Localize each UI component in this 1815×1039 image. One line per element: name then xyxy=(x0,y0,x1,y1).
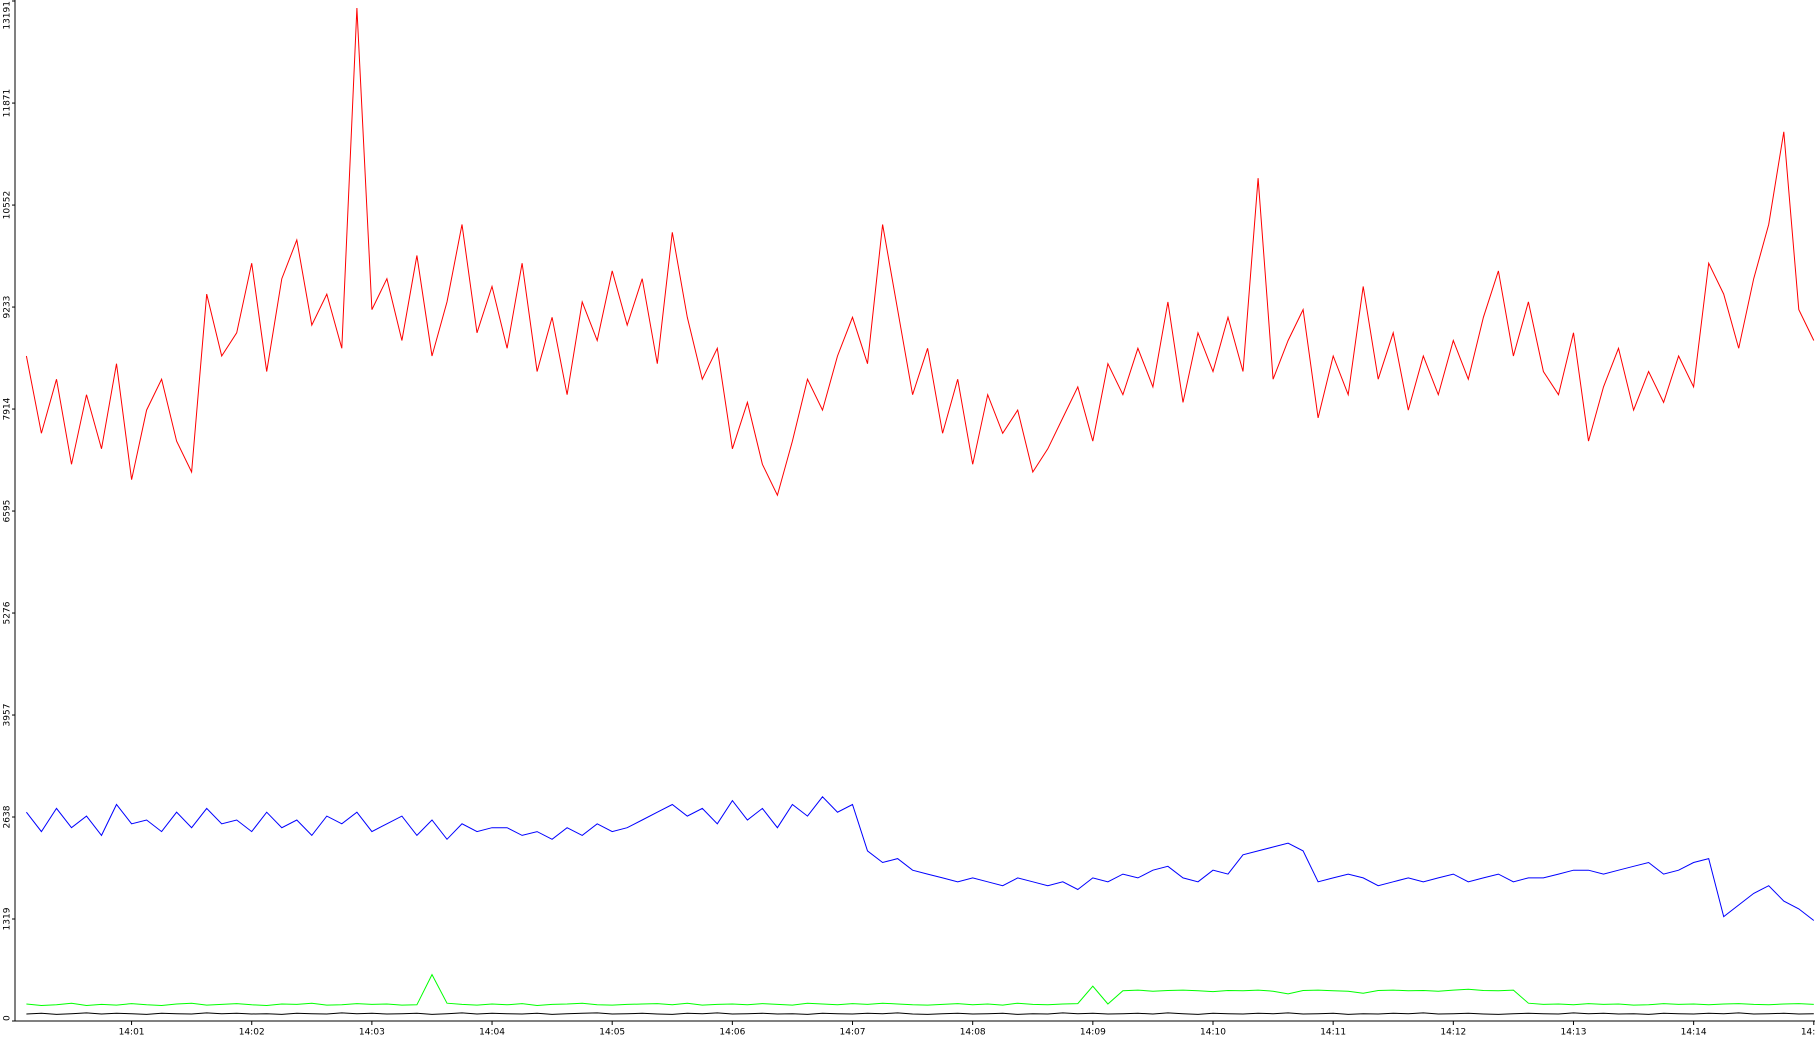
y-tick-label: 5276 xyxy=(3,601,13,624)
x-tick-label: 14:14 xyxy=(1681,1028,1707,1038)
series-line xyxy=(26,973,1814,1007)
x-tick-label: 14:11 xyxy=(1320,1028,1346,1038)
y-tick-label: 6595 xyxy=(3,500,13,523)
y-tick-label: 10552 xyxy=(3,191,13,220)
y-tick-label: 13191 xyxy=(3,1,13,30)
x-tick-label: 14:05 xyxy=(599,1028,625,1038)
x-tick-label: 14:01 xyxy=(119,1028,145,1038)
x-tick-label: 14:10 xyxy=(1200,1028,1226,1038)
y-tick-label: 3957 xyxy=(3,704,13,727)
series-line xyxy=(26,1012,1814,1015)
x-tick-label: 14:03 xyxy=(359,1028,385,1038)
series-line xyxy=(26,796,1815,921)
y-tick-label: 9233 xyxy=(3,296,13,319)
y-tick-label: 0 xyxy=(3,1015,13,1021)
x-tick-label: 14:04 xyxy=(479,1028,505,1038)
x-tick-label: 14:12 xyxy=(1440,1028,1466,1038)
x-tick-label: 14:06 xyxy=(719,1028,745,1038)
x-tick-label: 14:09 xyxy=(1080,1028,1106,1038)
y-tick-label: 2638 xyxy=(3,805,13,828)
x-tick-label: 14:07 xyxy=(840,1028,866,1038)
x-tick-label: 14:02 xyxy=(239,1028,265,1038)
x-tick-label: 14:13 xyxy=(1561,1028,1587,1038)
series-line xyxy=(25,7,1815,497)
x-tick-label: 14:08 xyxy=(960,1028,986,1038)
y-tick-label: 1319 xyxy=(3,907,13,930)
y-tick-label: 11871 xyxy=(3,89,13,118)
x-tick-label: 14:15 xyxy=(1801,1028,1815,1038)
y-tick-label: 7914 xyxy=(3,397,13,420)
